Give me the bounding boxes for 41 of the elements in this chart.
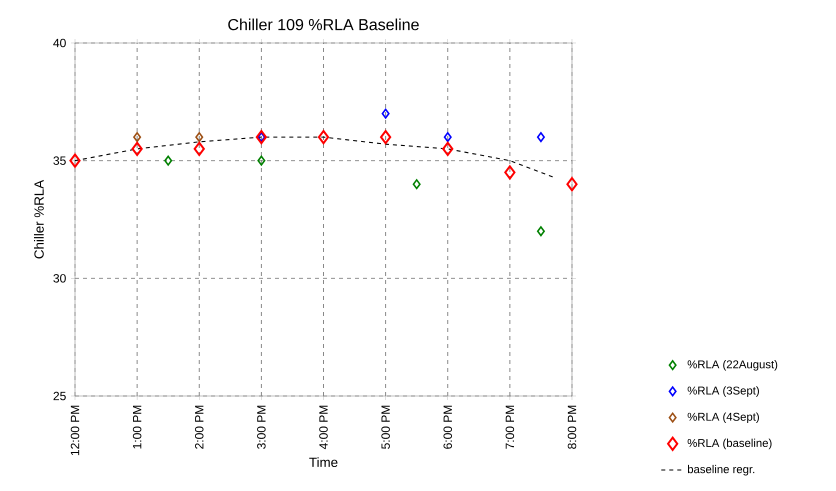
x-tick-label: 12:00 PM bbox=[70, 406, 80, 456]
x-tick-label: 7:00 PM bbox=[506, 406, 514, 449]
point bbox=[412, 179, 421, 190]
x-tick-label: 5:00 PM bbox=[381, 406, 390, 449]
point bbox=[164, 156, 172, 166]
x-tick-label: 1:00 PM bbox=[132, 406, 142, 448]
point bbox=[132, 142, 143, 156]
y-tick-label: 35 bbox=[53, 156, 66, 165]
y-tick-label: 30 bbox=[53, 274, 66, 283]
legend-label: %RLA (4Sept) bbox=[688, 412, 759, 424]
y-tick-label: 40 bbox=[53, 38, 66, 48]
point bbox=[318, 130, 330, 144]
x-tick-label: 4:00 PM bbox=[319, 406, 328, 450]
point bbox=[444, 132, 452, 142]
point bbox=[536, 226, 545, 236]
x-axis-title: Time bbox=[309, 457, 338, 467]
legend-label: %RLA (22August) bbox=[688, 360, 778, 371]
x-tick-label: 2:00 PM bbox=[194, 406, 204, 449]
point bbox=[194, 142, 205, 156]
point bbox=[536, 132, 545, 142]
line-series bbox=[74, 136, 554, 178]
legend-label: %RLA (3Sept) bbox=[688, 386, 759, 397]
chart-title: Chiller 109 %RLA Baseline bbox=[228, 18, 419, 30]
point bbox=[195, 132, 204, 142]
point bbox=[69, 154, 81, 168]
x-tick-label: 6:00 PM bbox=[443, 406, 452, 449]
point bbox=[256, 130, 267, 144]
x-tick-label: 8:00 PM bbox=[568, 406, 576, 449]
point bbox=[504, 165, 516, 180]
point bbox=[257, 156, 266, 166]
legend-label: baseline regr. bbox=[688, 464, 754, 476]
point bbox=[133, 132, 142, 142]
x-tick-label: 3:00 PM bbox=[257, 406, 266, 449]
y-axis-title: Chiller %RLA bbox=[34, 180, 44, 258]
point bbox=[442, 142, 454, 156]
legend-label: %RLA (baseline) bbox=[688, 438, 772, 450]
y-tick-label: 25 bbox=[54, 392, 66, 400]
point bbox=[566, 177, 578, 192]
point bbox=[257, 132, 266, 142]
point bbox=[382, 108, 390, 119]
point bbox=[380, 130, 392, 144]
